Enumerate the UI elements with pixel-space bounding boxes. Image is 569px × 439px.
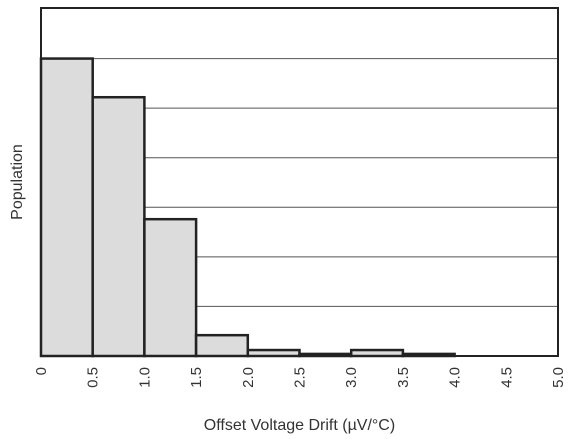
x-tick-label-7: 3.0 — [343, 367, 360, 388]
x-tick-label-6: 2.5 — [292, 367, 309, 388]
x-tick-label-11: 5.0 — [550, 367, 567, 388]
histogram-bars — [39, 57, 456, 358]
x-tick-label-10: 4.5 — [498, 367, 515, 388]
x-tick-label-9: 4.0 — [447, 367, 464, 388]
x-tick-label-8: 3.5 — [395, 367, 412, 388]
x-tick-label-1: 0 — [33, 367, 50, 375]
histogram-bar-1 — [39, 57, 94, 358]
x-tick-label-3: 1.0 — [136, 367, 153, 388]
x-tick-label-4: 1.5 — [188, 367, 205, 388]
x-tick-label-2: 0.5 — [85, 367, 102, 388]
histogram-bar-3 — [143, 217, 198, 358]
x-axis-label: Offset Voltage Drift (µV/°C) — [204, 417, 395, 434]
histogram-bar-2 — [91, 95, 146, 358]
histogram-bar-4 — [194, 333, 250, 358]
x-tick-labels: 0 0.5 1.0 1.5 2.0 2.5 3.0 3.5 4.0 4.5 5.0 — [33, 367, 567, 388]
plot-frame — [40, 7, 559, 357]
x-tick-label-5: 2.0 — [240, 367, 257, 388]
y-axis-label: Population — [9, 144, 26, 220]
